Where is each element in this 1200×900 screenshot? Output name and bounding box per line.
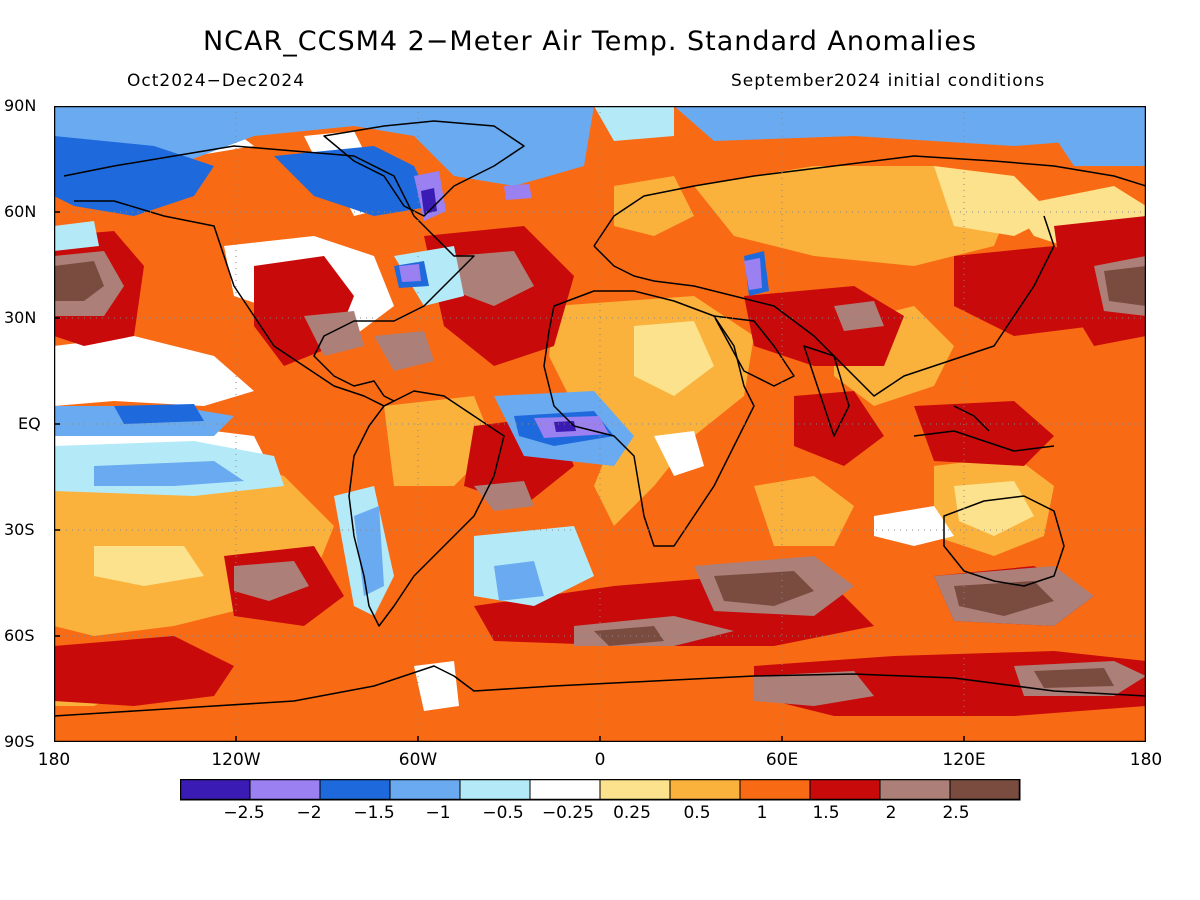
lon-label-180e: 180: [1129, 750, 1163, 770]
anomaly-gt-25: [54, 261, 1146, 688]
colorbar-swatch: [599, 779, 671, 801]
colorbar-swatch: [739, 779, 811, 801]
colorbar-swatch: [180, 779, 251, 801]
colorbar-label: −1.5: [353, 803, 395, 823]
colorbar-label: −2: [296, 803, 322, 823]
anomaly-neg-05: [54, 106, 1146, 601]
lat-label-30n: 30N: [4, 308, 37, 327]
colorbar-label: −2.5: [223, 803, 265, 823]
lat-label-90s: 90S: [4, 732, 35, 751]
colorbar-swatch: [949, 779, 1021, 801]
colorbar: [180, 779, 1021, 801]
initial-conditions: September2024 initial conditions: [731, 71, 1046, 91]
colorbar-swatch: [879, 779, 951, 801]
lat-label-30s: 30S: [4, 520, 35, 539]
lat-label-60s: 60S: [4, 626, 35, 645]
chart-title: NCAR_CCSM4 2−Meter Air Temp. Standard An…: [202, 26, 978, 57]
lon-label-120w: 120W: [211, 750, 261, 770]
colorbar-swatch: [249, 779, 321, 801]
colorbar-label: 1.5: [812, 803, 840, 823]
coastlines: [54, 120, 1146, 717]
colorbar-label: 0.5: [683, 803, 711, 823]
lat-label-eq: EQ: [18, 414, 41, 433]
colorbar-swatch: [669, 779, 741, 801]
colorbar-label: −0.25: [541, 803, 595, 823]
colorbar-swatch: [459, 779, 531, 801]
axis-ticks: [54, 211, 965, 742]
colorbar-label: −1: [425, 803, 451, 823]
colorbar-swatch: [319, 779, 391, 801]
lat-label-60n: 60N: [4, 202, 37, 221]
colorbar-label: 2: [885, 803, 897, 823]
forecast-period: Oct2024−Dec2024: [127, 71, 306, 91]
colorbar-label: 1: [756, 803, 768, 823]
graticule: [54, 106, 1146, 742]
colorbar-label: 0.25: [613, 803, 651, 823]
lon-label-60e: 60E: [765, 750, 799, 770]
anomaly-map: [54, 106, 1146, 742]
colorbar-label: −0.5: [482, 803, 524, 823]
colorbar-swatch: [529, 779, 601, 801]
colorbar-swatch: [809, 779, 881, 801]
colorbar-swatch: [389, 779, 461, 801]
lon-label-0: 0: [594, 750, 606, 770]
lat-label-90n: 90N: [4, 96, 37, 115]
lon-label-120e: 120E: [942, 750, 986, 770]
colorbar-label: 2.5: [942, 803, 970, 823]
lon-label-60w: 60W: [398, 750, 438, 770]
lon-label-180w: 180: [37, 750, 71, 770]
